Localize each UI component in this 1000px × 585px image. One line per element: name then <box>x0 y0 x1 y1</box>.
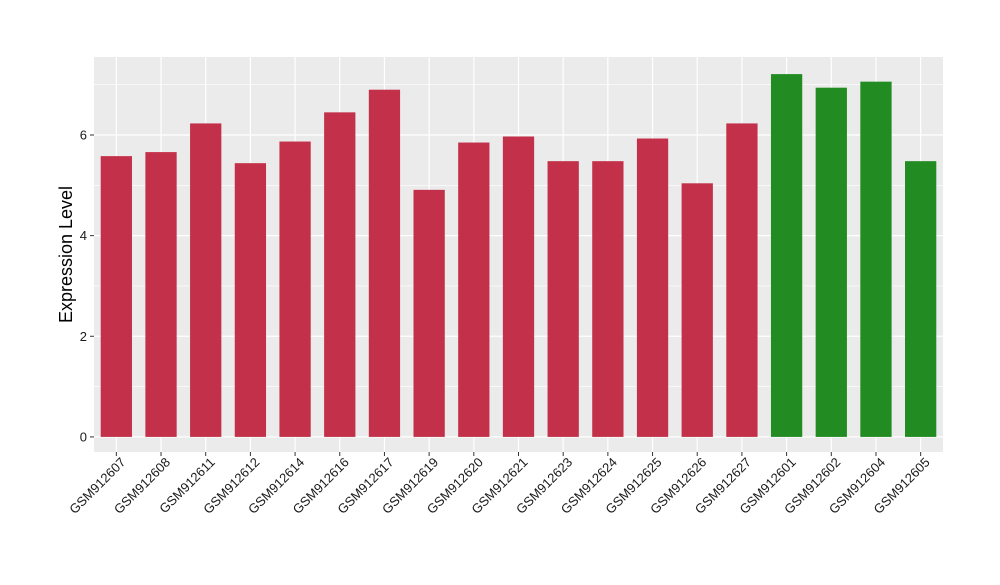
bar-gsm912617 <box>368 89 401 437</box>
x-axis: GSM912607GSM912608GSM912611GSM912612GSM9… <box>66 452 933 517</box>
y-tick-label: 4 <box>80 228 87 243</box>
bar-gsm912608 <box>145 152 177 437</box>
bar-gsm912624 <box>592 161 624 437</box>
y-axis: 0 2 4 6 <box>80 127 94 444</box>
bar-gsm912616 <box>324 112 356 437</box>
bar-gsm912621 <box>502 136 535 437</box>
bar-gsm912611 <box>190 123 222 437</box>
bar-gsm912612 <box>234 163 267 437</box>
bar-gsm912627 <box>726 123 758 437</box>
bar-gsm912620 <box>458 142 490 437</box>
bar-gsm912601 <box>770 74 803 437</box>
bar-gsm912614 <box>279 141 311 437</box>
y-axis-title: Expression Level <box>56 186 76 323</box>
y-tick-label: 2 <box>80 329 87 344</box>
y-tick-label: 6 <box>80 127 87 142</box>
bar-gsm912604 <box>860 81 892 437</box>
bar-gsm912623 <box>547 161 579 437</box>
y-tick-label: 0 <box>80 429 87 444</box>
bars <box>100 74 937 437</box>
bar-gsm912625 <box>636 138 669 437</box>
bar-gsm912607 <box>100 156 132 437</box>
bar-gsm912626 <box>681 183 713 437</box>
bar-gsm912605 <box>905 161 937 437</box>
bar-gsm912602 <box>815 87 847 437</box>
bar-gsm912619 <box>413 189 445 437</box>
